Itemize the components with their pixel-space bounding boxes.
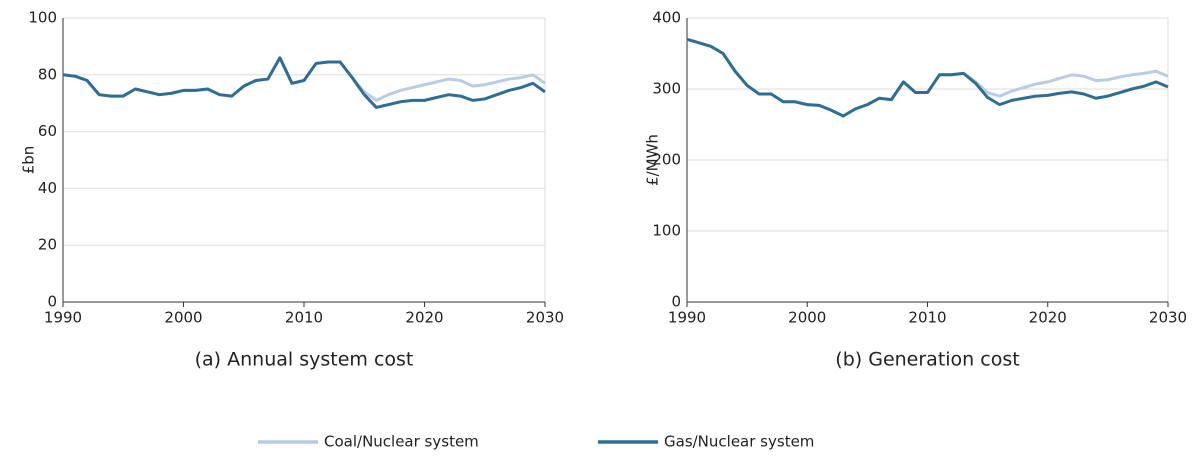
y-axis-label: £bn	[20, 146, 38, 175]
legend-label: Coal/Nuclear system	[324, 433, 479, 451]
x-tick-label: 2010	[908, 309, 946, 327]
y-tick-label: 100	[28, 9, 57, 27]
y-tick-label: 80	[38, 65, 57, 83]
x-tick-label: 2000	[164, 309, 202, 327]
series-line	[686, 37, 1169, 118]
x-tick-label: 1990	[44, 309, 82, 327]
y-tick-label: 0	[671, 293, 681, 311]
x-tick-label: 2010	[285, 309, 323, 327]
y-tick-label: 400	[652, 9, 681, 27]
y-tick-label: 40	[38, 179, 57, 197]
legend-label: Gas/Nuclear system	[664, 433, 814, 451]
y-tick-label: 60	[38, 122, 57, 140]
x-tick-label: 2030	[1149, 309, 1187, 327]
x-tick-label: 2020	[1029, 309, 1067, 327]
series-line	[62, 56, 546, 109]
y-axis-label: £/MWh	[644, 134, 662, 186]
y-tick-label: 200	[652, 151, 681, 169]
y-tick-label: 100	[652, 222, 681, 240]
x-tick-label: 1990	[668, 309, 706, 327]
y-tick-label: 0	[47, 293, 57, 311]
y-tick-label: 20	[38, 236, 57, 254]
x-tick-label: 2000	[788, 309, 826, 327]
x-tick-label: 2020	[405, 309, 443, 327]
y-tick-label: 300	[652, 80, 681, 98]
series-line	[686, 37, 1169, 118]
chart-title: (b) Generation cost	[835, 349, 1019, 371]
chart-title: (a) Annual system cost	[195, 349, 414, 371]
plot-frame	[62, 17, 546, 303]
x-tick-label: 2030	[526, 309, 564, 327]
